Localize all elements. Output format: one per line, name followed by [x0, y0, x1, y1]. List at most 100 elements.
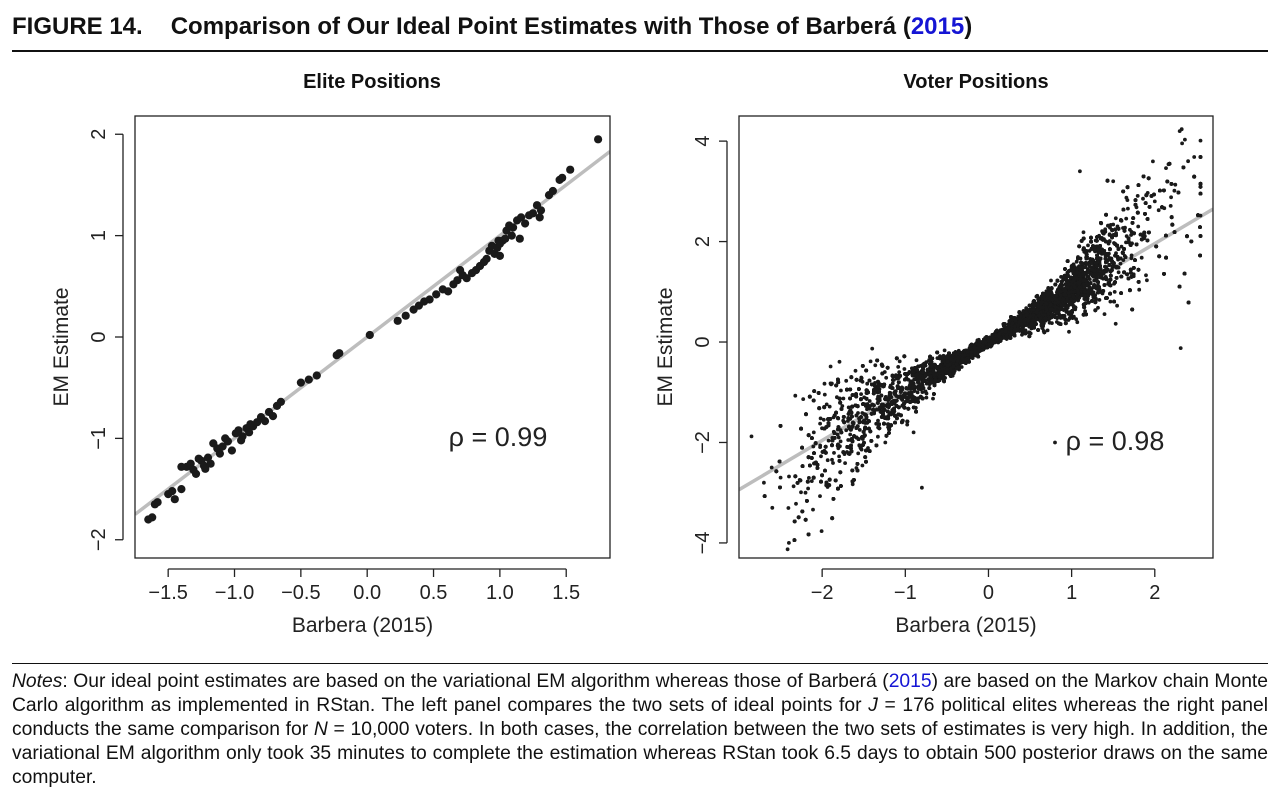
data-point	[840, 404, 845, 408]
data-point	[873, 381, 877, 385]
data-point	[1135, 194, 1140, 198]
data-point	[906, 378, 911, 382]
data-point	[515, 234, 524, 243]
data-point	[890, 378, 895, 382]
figure-title-close: )	[964, 13, 973, 40]
data-point	[914, 358, 919, 363]
data-point	[924, 395, 929, 400]
data-point	[1103, 255, 1108, 259]
figure-title: FIGURE 14. Comparison of Our Ideal Point …	[12, 10, 1268, 44]
data-point	[915, 390, 920, 395]
figure-header: FIGURE 14. Comparison of Our Ideal Point …	[12, 10, 1268, 52]
data-point	[818, 445, 822, 449]
data-point	[558, 173, 567, 182]
data-point	[786, 506, 791, 510]
data-point	[785, 547, 790, 552]
data-point	[838, 439, 843, 444]
data-point	[1049, 278, 1053, 283]
data-point	[837, 359, 842, 364]
data-point	[793, 393, 798, 398]
y-tick-label: 2	[88, 129, 110, 140]
data-point	[873, 363, 878, 368]
data-point	[170, 495, 179, 504]
data-point	[787, 474, 791, 479]
data-point	[536, 206, 546, 215]
data-point	[819, 454, 823, 459]
data-point	[1123, 225, 1127, 230]
data-point	[227, 446, 236, 455]
data-point	[177, 485, 186, 494]
data-point	[1168, 204, 1173, 208]
data-point	[548, 186, 557, 196]
chart-title: Voter Positions	[903, 71, 1048, 93]
data-point	[1121, 258, 1126, 262]
data-point	[868, 359, 873, 364]
x-tick-label: −1.0	[215, 582, 254, 604]
data-point	[897, 370, 902, 374]
data-point	[1129, 256, 1134, 261]
data-point	[462, 274, 471, 283]
data-point	[1199, 87, 1203, 91]
figure-title-citation-link[interactable]: 2015	[910, 13, 965, 40]
data-point	[1074, 259, 1079, 264]
data-point	[769, 465, 774, 470]
data-point	[794, 501, 798, 506]
data-point	[818, 494, 822, 498]
data-point	[246, 420, 255, 429]
data-point	[1115, 303, 1119, 308]
data-point	[835, 432, 840, 437]
data-point	[832, 451, 836, 455]
data-point	[1145, 278, 1149, 283]
data-point	[1113, 321, 1118, 326]
data-point	[837, 454, 841, 459]
elite-positions-chart: Elite Positions−1.5 −1.0 −0.5 0.0 0.5 1.0 1.5B…	[50, 71, 611, 637]
data-point	[365, 330, 374, 340]
data-point	[1107, 233, 1112, 237]
data-point	[1113, 216, 1118, 221]
data-point	[177, 462, 186, 471]
data-point	[1124, 216, 1129, 221]
data-point	[237, 436, 246, 445]
data-point	[521, 219, 530, 228]
data-point	[890, 381, 895, 386]
data-point	[846, 405, 851, 410]
data-point	[818, 421, 822, 426]
data-point	[828, 381, 833, 386]
data-point	[809, 479, 814, 483]
data-point	[859, 392, 863, 396]
data-point	[1141, 196, 1145, 201]
data-point	[857, 428, 862, 432]
data-point	[850, 482, 855, 487]
data-point	[874, 421, 879, 426]
data-point	[1131, 272, 1136, 277]
data-point	[494, 236, 503, 245]
data-point	[1144, 273, 1148, 278]
data-point	[1086, 243, 1090, 248]
data-point	[811, 507, 815, 512]
data-point	[931, 396, 935, 401]
x-tick-label: 1.0	[486, 582, 514, 604]
data-point	[826, 438, 831, 443]
data-point	[186, 459, 195, 468]
data-point	[268, 412, 278, 421]
chart-title: Elite Positions	[303, 71, 441, 93]
data-point	[168, 487, 177, 496]
data-point	[801, 397, 806, 401]
data-point	[218, 442, 227, 451]
data-point	[835, 395, 839, 400]
data-point	[827, 404, 832, 409]
data-point	[1074, 317, 1078, 321]
correlation-annotation: ρ = 0.99	[449, 422, 548, 452]
data-point	[1180, 141, 1184, 146]
data-point	[507, 231, 516, 240]
data-point	[860, 463, 865, 468]
data-point	[1125, 198, 1130, 203]
data-point	[883, 440, 888, 445]
data-point	[839, 388, 843, 393]
data-point	[1129, 233, 1133, 237]
data-point	[1183, 137, 1187, 142]
data-point	[594, 135, 603, 144]
data-point	[799, 490, 803, 495]
data-point	[1111, 222, 1116, 227]
